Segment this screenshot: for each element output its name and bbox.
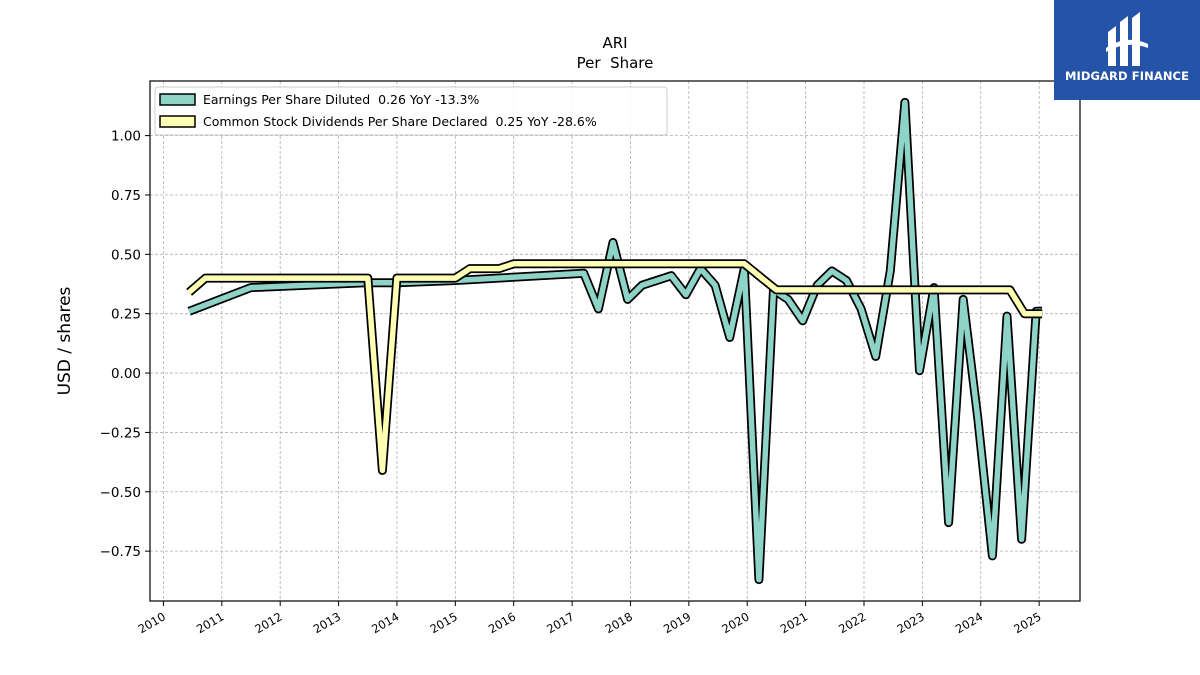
chart-title: ARI	[602, 34, 627, 52]
x-tick-label: 2023	[895, 609, 927, 636]
legend-label-eps: Earnings Per Share Diluted 0.26 YoY -13.…	[203, 92, 480, 107]
x-tick-label: 2012	[252, 609, 284, 636]
y-tick-label: −0.50	[100, 485, 141, 501]
x-tick-label: 2022	[836, 609, 868, 636]
midgard-finance-logo: MIDGARD FINANCE	[1054, 0, 1200, 100]
x-tick-label: 2024	[953, 609, 985, 636]
legend-label-dividends: Common Stock Dividends Per Share Declare…	[203, 114, 597, 129]
x-tick-label: 2017	[544, 609, 576, 636]
y-tick-label: 0.00	[111, 366, 141, 382]
y-tick-label: −0.25	[100, 425, 141, 441]
y-tick-label: 1.00	[111, 129, 141, 145]
x-tick-label: 2018	[603, 609, 635, 636]
x-tick-label: 2013	[311, 609, 343, 636]
chart-subtitle: Per Share	[577, 54, 654, 72]
series-layer	[186, 97, 1043, 585]
x-axis-ticks: 2010 2011 2012 2013 2014 2015 2016 2017 2018 2019…	[136, 601, 1044, 636]
y-axis-label: USD / shares	[55, 286, 75, 395]
series-line-eps	[188, 99, 1043, 583]
y-tick-label: 0.50	[111, 247, 141, 263]
x-tick-label: 2021	[778, 609, 810, 636]
x-tick-label: 2020	[719, 609, 751, 636]
x-tick-label: 2025	[1011, 609, 1043, 636]
logo-text: MIDGARD FINANCE	[1064, 69, 1190, 83]
plot-frame	[149, 80, 1081, 602]
y-tick-label: −0.75	[100, 544, 141, 560]
x-tick-label: 2019	[661, 609, 693, 636]
legend: Earnings Per Share Diluted 0.26 YoY -13.…	[154, 86, 668, 136]
y-axis-ticks: −0.75 −0.50 −0.25 0.00 0.25 0.50 0.75 1.00	[100, 129, 150, 560]
legend-swatch-dividends	[159, 115, 196, 128]
x-tick-label: 2016	[486, 609, 518, 636]
x-tick-label: 2010	[136, 609, 168, 636]
series-line-dividends	[187, 261, 1043, 474]
x-tick-label: 2015	[427, 609, 459, 636]
legend-swatch-eps	[159, 93, 196, 106]
series-line-eps-outline	[187, 97, 1043, 585]
y-tick-label: 0.25	[111, 307, 141, 323]
x-tick-label: 2011	[194, 609, 226, 636]
logo-mark-icon	[1106, 12, 1148, 66]
y-tick-label: 0.75	[111, 188, 141, 204]
legend-box	[154, 86, 668, 136]
x-tick-label: 2014	[369, 609, 401, 636]
